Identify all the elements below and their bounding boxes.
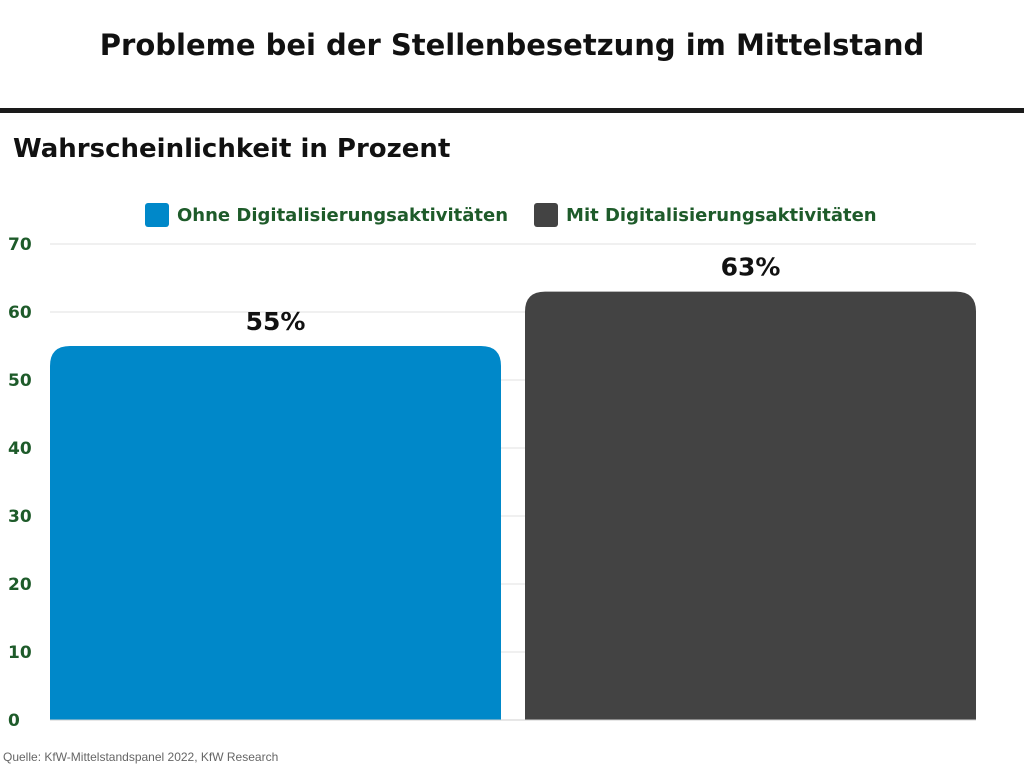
bar-mit bbox=[525, 291, 976, 720]
y-tick-label: 20 bbox=[8, 575, 32, 595]
y-tick-label: 50 bbox=[8, 371, 32, 391]
legend-label-mit: Mit Digitalisierungsaktivitäten bbox=[566, 204, 877, 226]
y-tick-label: 60 bbox=[8, 303, 32, 323]
chart-subtitle: Wahrscheinlichkeit in Prozent bbox=[13, 134, 451, 164]
source-note: Quelle: KfW-Mittelstandspanel 2022, KfW … bbox=[3, 750, 279, 764]
legend-swatch-mit bbox=[534, 203, 559, 227]
y-tick-label: 30 bbox=[8, 507, 32, 527]
legend-item-mit: Mit Digitalisierungsaktivitäten bbox=[534, 203, 877, 227]
y-tick-label: 40 bbox=[8, 439, 32, 459]
title-divider bbox=[0, 108, 1024, 113]
legend-swatch-ohne bbox=[145, 203, 169, 227]
data-label-ohne: 55% bbox=[246, 307, 306, 336]
y-tick-label: 70 bbox=[8, 235, 32, 255]
legend-label-ohne: Ohne Digitalisierungsaktivitäten bbox=[177, 204, 509, 226]
y-tick-label: 0 bbox=[8, 711, 20, 731]
y-tick-label: 10 bbox=[8, 643, 32, 663]
chart-title: Probleme bei der Stellenbesetzung im Mit… bbox=[99, 28, 925, 62]
bar-ohne bbox=[50, 346, 501, 720]
legend-item-ohne: Ohne Digitalisierungsaktivitäten bbox=[145, 203, 508, 227]
legend: Ohne Digitalisierungsaktivitäten Mit Dig… bbox=[145, 203, 903, 227]
data-label-mit: 63% bbox=[721, 253, 781, 282]
